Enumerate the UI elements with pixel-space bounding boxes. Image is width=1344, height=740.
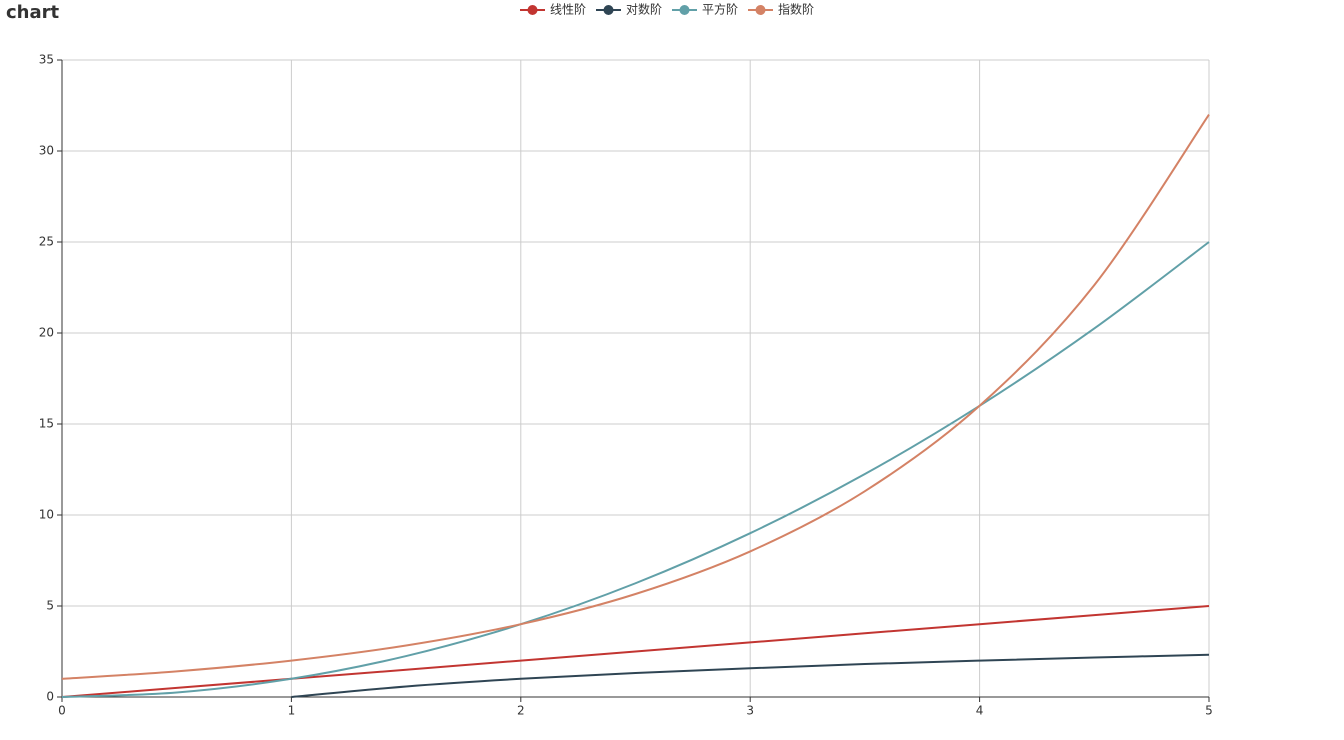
series-line [61, 605, 1210, 698]
series-line [61, 114, 1210, 680]
y-tick-label: 0 [46, 690, 54, 704]
legend-marker [527, 5, 538, 15]
x-tick-label: 3 [746, 704, 754, 718]
legend-label: 平方阶 [702, 2, 738, 17]
legend-label: 线性阶 [550, 3, 586, 17]
y-tick-label: 10 [39, 508, 54, 522]
legend-marker [679, 5, 690, 15]
y-tick-label: 5 [46, 599, 54, 613]
legend-label: 指数阶 [778, 2, 814, 17]
series-line [291, 653, 1210, 698]
x-tick-label: 5 [1205, 704, 1213, 718]
legend-marker [603, 5, 614, 15]
series-line [61, 241, 1210, 698]
x-tick-label: 2 [517, 704, 525, 718]
chart-title: chart [6, 2, 60, 23]
x-tick-label: 4 [976, 704, 984, 718]
legend-marker [755, 5, 766, 15]
y-tick-label: 20 [39, 326, 54, 340]
legend-label: 对数阶 [626, 2, 662, 17]
y-tick-label: 30 [39, 144, 54, 158]
legend: 线性阶 对数阶 平方阶 指数阶 [520, 2, 814, 17]
y-tick-label: 25 [39, 235, 54, 249]
x-tick-label: 0 [58, 704, 66, 718]
y-tick-label: 15 [39, 417, 54, 431]
y-tick-label: 35 [39, 53, 54, 67]
x-tick-label: 1 [288, 704, 296, 718]
